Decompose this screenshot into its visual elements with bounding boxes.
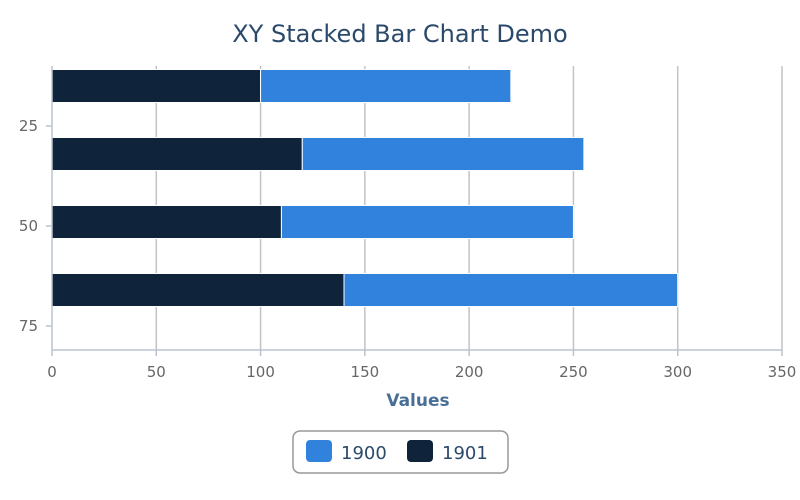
x-tick-labels: 0 50 100 150 200 250 300 350	[47, 350, 796, 381]
legend-label-1900[interactable]: 1900	[341, 443, 387, 464]
legend-label-1901[interactable]: 1901	[442, 443, 488, 464]
legend-swatch-1901[interactable]	[407, 440, 433, 462]
bar-1900-0[interactable]	[260, 69, 512, 103]
bar-1900-1[interactable]	[301, 137, 585, 171]
x-axis-title: Values	[386, 391, 449, 411]
chart-title: XY Stacked Bar Chart Demo	[232, 20, 568, 48]
bars	[51, 69, 679, 307]
x-tick-label-2: 100	[246, 363, 275, 381]
bar-1901-3[interactable]	[51, 273, 345, 307]
legend-box	[292, 430, 509, 474]
y-tick-label-0: 25	[19, 117, 38, 135]
x-tick-label-3: 150	[351, 363, 380, 381]
bar-1901-2[interactable]	[51, 205, 282, 239]
x-tick-label-0: 0	[47, 363, 57, 381]
legend-swatch-1900[interactable]	[306, 440, 332, 462]
bar-1901-0[interactable]	[51, 69, 262, 103]
x-tick-label-5: 250	[559, 363, 588, 381]
y-tick-label-1: 50	[19, 217, 38, 235]
bar-1900-3[interactable]	[343, 273, 679, 307]
bar-1901-1[interactable]	[51, 137, 303, 171]
x-tick-label-7: 350	[768, 363, 797, 381]
x-tick-label-1: 50	[147, 363, 166, 381]
y-tick-labels: 25 50 75	[19, 117, 52, 335]
x-tick-label-4: 200	[455, 363, 484, 381]
bar-1900-2[interactable]	[280, 205, 574, 239]
axes	[51, 66, 782, 351]
x-tick-label-6: 300	[663, 363, 692, 381]
y-tick-label-2: 75	[19, 317, 38, 335]
legend[interactable]: 1900 1901	[292, 430, 509, 474]
